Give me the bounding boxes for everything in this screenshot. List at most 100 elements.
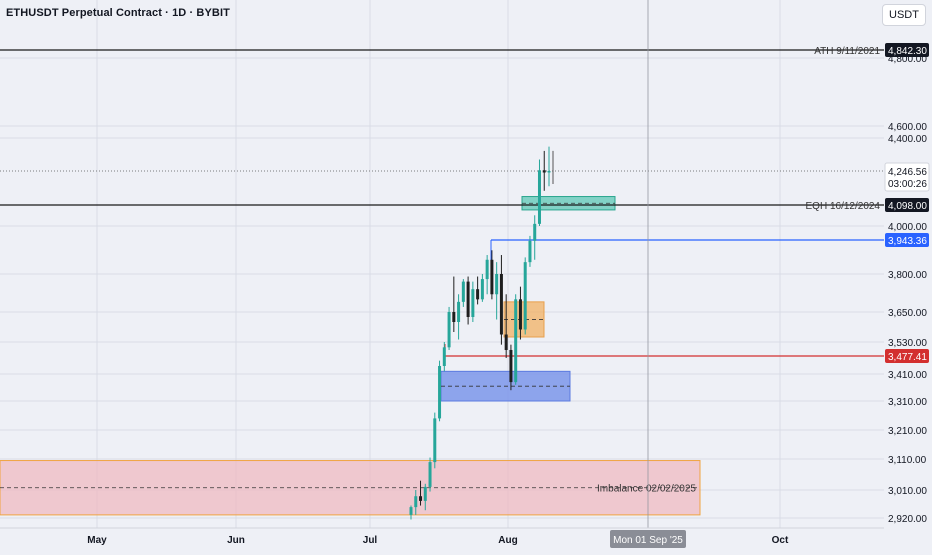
time-axis[interactable]: May Jun Jul Aug Oct Mon 01 Sep '25 — [0, 527, 932, 550]
candle — [518, 286, 522, 340]
candle — [514, 294, 518, 385]
level-price-tag: 3,943.36 — [888, 236, 927, 247]
crosshair-time-label: Mon 01 Sep '25 — [613, 535, 683, 546]
candle-body — [485, 259, 489, 280]
candle — [461, 279, 465, 307]
candle — [533, 215, 537, 260]
candle — [523, 257, 527, 335]
candle-body — [514, 299, 518, 383]
candle-body — [547, 171, 551, 173]
time-label: May — [87, 535, 107, 546]
candle-body — [461, 281, 465, 302]
candle — [495, 262, 499, 320]
candle — [499, 255, 503, 345]
candle-body — [466, 281, 470, 317]
candle-body — [457, 301, 461, 322]
candle — [423, 483, 427, 511]
candle — [457, 294, 461, 340]
candle-body — [490, 259, 494, 295]
price-tick-label: 4,400.00 — [888, 134, 927, 145]
price-tick-label: 3,110.00 — [888, 455, 927, 466]
candle — [409, 505, 413, 520]
candle — [438, 360, 442, 422]
candle-body — [471, 289, 475, 317]
price-tick-label: 3,800.00 — [888, 270, 927, 281]
chart-title: ETHUSDT Perpetual Contract · 1D · BYBIT — [6, 7, 230, 19]
candle — [547, 146, 551, 187]
level-price-tag: 3,477.41 — [888, 352, 927, 363]
level-price-tag-bg — [885, 233, 929, 247]
time-axis-background — [0, 528, 932, 550]
level-price-tag-bg — [885, 349, 929, 363]
candle-body — [442, 347, 446, 366]
price-tick-label: 4,600.00 — [888, 122, 927, 133]
candle — [542, 150, 546, 191]
time-label: Jun — [227, 535, 245, 546]
price-tick-label: 3,650.00 — [888, 308, 927, 319]
candle-body — [528, 240, 532, 263]
candle — [466, 276, 470, 325]
candle — [480, 274, 484, 302]
currency-button[interactable]: USDT — [882, 4, 926, 26]
time-label: Aug — [498, 535, 517, 546]
candle — [447, 306, 451, 350]
candle-body — [409, 507, 413, 515]
level-price-tag: 4,842.30 — [888, 46, 927, 57]
crosshair-time-bg — [610, 530, 686, 548]
time-label: Oct — [772, 535, 789, 546]
current-price-tag-bg — [884, 162, 930, 192]
candle-body — [537, 170, 541, 224]
candle-body — [428, 462, 432, 487]
candle-body — [504, 334, 508, 350]
price-tick-label: 3,310.00 — [888, 397, 927, 408]
candle — [485, 255, 489, 295]
level-price-tag-bg — [885, 198, 929, 212]
candle-body — [518, 299, 522, 330]
candle-body — [542, 170, 546, 173]
candle — [433, 412, 437, 469]
level-price-tag-bg — [885, 43, 929, 57]
candle — [509, 344, 513, 391]
candle-body — [447, 312, 451, 348]
price-tick-label: 3,530.00 — [888, 338, 927, 349]
candle-body — [509, 349, 513, 383]
candle-body — [495, 274, 499, 295]
candle — [471, 281, 475, 322]
candle-body — [476, 289, 480, 300]
candle — [537, 159, 541, 226]
candle — [419, 480, 423, 506]
candle — [476, 276, 480, 305]
candle — [490, 250, 494, 300]
time-label: Jul — [363, 535, 378, 546]
candle-body — [414, 496, 418, 508]
price-tick-label: 3,210.00 — [888, 426, 927, 437]
candle — [452, 276, 456, 332]
level-label: EQH 16/12/2024 — [806, 201, 881, 212]
candle-body — [452, 312, 456, 322]
price-axis[interactable]: 4,800.00 4,600.004,400.00 4,000.00 3,800.00… — [884, 0, 932, 550]
candle-body — [523, 262, 527, 330]
levels-layer: ATH 9/11/2021 EQH 16/12/2024 — [0, 46, 884, 357]
candle-body — [423, 486, 427, 501]
candle-body — [438, 365, 442, 419]
candle — [504, 294, 508, 358]
candle-body — [419, 496, 423, 501]
candle-body — [533, 223, 537, 241]
candle — [428, 457, 432, 492]
price-tick-label: 4,800.00 — [888, 54, 927, 65]
level-label: ATH 9/11/2021 — [814, 46, 880, 57]
price-axis-background — [885, 0, 932, 550]
zone-label: Imbalance 02/02/2025 — [597, 484, 696, 495]
price-tick-label: 2,920.00 — [888, 514, 927, 525]
price-tick-label: 3,010.00 — [888, 486, 927, 497]
current-price-tag: 4,246.56 — [888, 167, 927, 178]
price-tick-label: 4,000.00 — [888, 222, 927, 233]
candle — [442, 342, 446, 372]
price-tick-label: 3,410.00 — [888, 370, 927, 381]
candle — [414, 490, 418, 515]
candle-body — [499, 274, 503, 335]
candle-body — [433, 418, 437, 463]
zones-layer: Imbalance 02/02/2025 — [0, 196, 701, 516]
